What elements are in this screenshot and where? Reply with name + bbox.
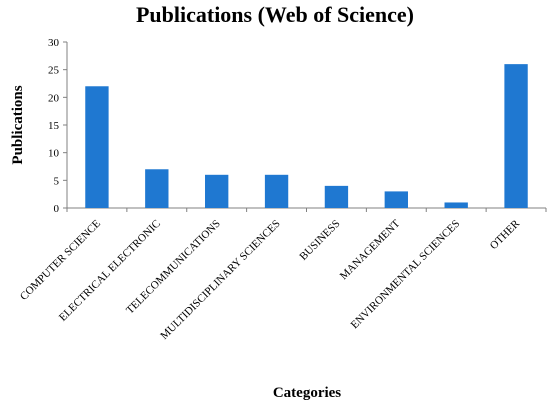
x-category-label: MANAGEMENT	[338, 217, 403, 282]
bar	[444, 202, 468, 208]
y-axis-title: Publications	[10, 85, 26, 164]
bar	[324, 185, 349, 208]
x-category-label: BUSINESS	[297, 218, 342, 263]
y-tick-label: 20	[48, 92, 60, 104]
bar	[145, 169, 169, 208]
x-category-label: OTHER	[488, 217, 523, 252]
y-tick-label: 30	[48, 37, 60, 49]
x-axis-title: Categories	[273, 385, 341, 401]
bar	[384, 191, 408, 208]
y-tick-label: 15	[48, 120, 60, 132]
bar	[85, 86, 109, 208]
x-category-label: ENVIRONMENTAL SCIENCES	[349, 218, 463, 332]
y-tick-label: 25	[48, 65, 60, 77]
bar	[205, 174, 229, 208]
y-tick-label: 0	[54, 203, 60, 215]
bar	[264, 174, 289, 208]
chart-title: Publications (Web of Science)	[136, 2, 414, 27]
x-category-label: ELECTRICAL ELECTRONIC	[57, 218, 163, 324]
y-tick-label: 5	[54, 175, 60, 187]
bar	[504, 64, 528, 208]
x-category-label: MULTIDISCIPLINARY SCIENCES	[158, 218, 282, 342]
y-tick-label: 10	[48, 148, 60, 160]
